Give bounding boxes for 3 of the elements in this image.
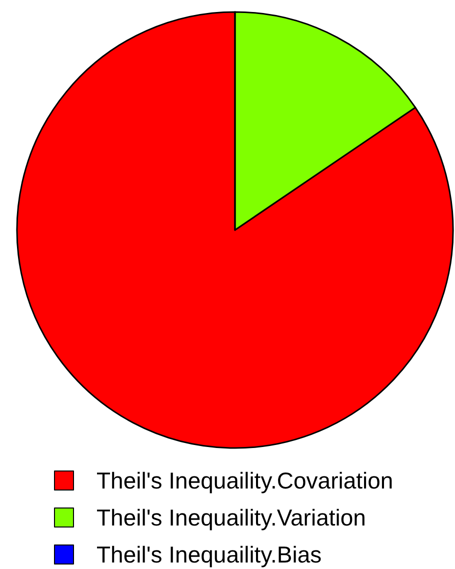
legend-label: Theil's Inequaility.Covariation bbox=[96, 468, 394, 494]
legend-label: Theil's Inequaility.Variation bbox=[96, 504, 366, 530]
legend-label: Theil's Inequaility.Bias bbox=[96, 542, 322, 568]
